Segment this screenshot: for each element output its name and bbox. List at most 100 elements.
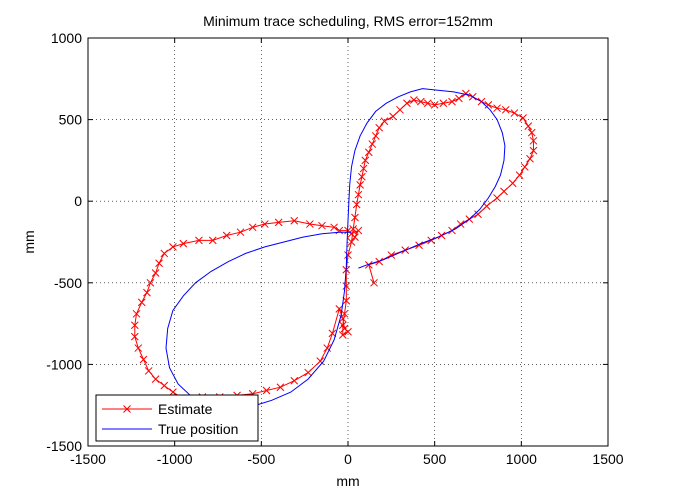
grid: [88, 38, 608, 446]
x-marker: [318, 221, 326, 230]
x-marker: [529, 146, 538, 155]
x-marker: [328, 329, 337, 338]
x-marker: [155, 259, 163, 268]
x-marker: [358, 172, 366, 181]
x-marker: [347, 238, 356, 246]
x-marker: [169, 243, 177, 251]
x-marker: [527, 128, 536, 137]
x-marker: [344, 251, 352, 259]
x-marker: [276, 383, 285, 392]
x-marker: [351, 233, 359, 241]
x-marker: [448, 97, 456, 106]
x-marker: [304, 368, 312, 377]
x-marker: [364, 260, 373, 269]
x-marker: [132, 309, 141, 318]
x-marker: [529, 136, 538, 145]
y-tick-label: 1000: [51, 30, 82, 46]
x-marker: [354, 226, 363, 235]
x-marker: [260, 220, 269, 228]
x-marker: [290, 376, 299, 385]
y-tick-label: -500: [54, 275, 82, 291]
x-marker: [375, 123, 384, 132]
x-marker: [403, 99, 411, 108]
x-marker: [316, 357, 325, 365]
x-marker: [134, 344, 143, 352]
x-marker: [338, 331, 347, 339]
x-marker: [508, 179, 517, 188]
x-marker: [151, 269, 160, 277]
x-marker: [236, 228, 245, 237]
x-marker: [519, 114, 527, 122]
true-position-line: [165, 88, 506, 410]
x-marker: [351, 213, 359, 222]
x-marker: [361, 156, 370, 165]
x-marker: [462, 89, 470, 98]
x-marker: [501, 105, 510, 114]
x-marker: [439, 99, 448, 108]
x-marker: [139, 355, 148, 364]
x-tick-label: 0: [344, 451, 352, 467]
x-marker: [248, 223, 257, 232]
x-marker: [380, 117, 389, 126]
legend-box: [95, 394, 259, 442]
x-marker: [430, 101, 439, 109]
x-marker: [262, 386, 271, 395]
x-tick-label: -500: [247, 451, 275, 467]
x-marker: [123, 405, 131, 413]
x-axis-label: mm: [336, 473, 359, 489]
x-tick-label: -1500: [70, 451, 106, 467]
x-marker: [179, 239, 188, 248]
x-marker: [510, 109, 519, 117]
x-marker: [160, 249, 169, 258]
x-marker: [130, 321, 139, 330]
x-marker: [169, 388, 177, 396]
x-marker: [410, 96, 418, 104]
x-marker: [195, 236, 203, 245]
x-marker: [493, 194, 501, 202]
y-tick-label: 0: [74, 193, 82, 209]
data-series: [130, 88, 538, 410]
legend: Estimate True position: [95, 394, 259, 442]
x-marker: [515, 171, 524, 179]
x-marker: [427, 236, 436, 245]
x-marker: [160, 381, 169, 390]
x-marker: [484, 101, 493, 109]
x-marker: [352, 200, 361, 209]
x-marker: [370, 278, 378, 287]
legend-label: True position: [158, 421, 238, 437]
true-position-series: [165, 88, 506, 410]
chart-title: Minimum trace scheduling, RMS error=152m…: [203, 13, 493, 29]
legend-label: Estimate: [158, 401, 213, 417]
x-marker: [144, 367, 153, 375]
x-marker: [151, 375, 160, 383]
x-marker: [371, 132, 380, 140]
x-marker: [423, 99, 432, 108]
x-marker: [396, 105, 404, 114]
y-tick-label: 500: [59, 112, 83, 128]
x-marker: [500, 187, 508, 196]
x-marker: [493, 104, 501, 113]
x-marker: [356, 181, 364, 189]
x-marker: [368, 140, 377, 148]
x-marker: [137, 298, 146, 307]
x-marker: [342, 282, 351, 290]
x-marker: [474, 210, 482, 219]
x-marker: [274, 218, 283, 227]
x-marker: [364, 148, 373, 157]
x-marker: [306, 220, 314, 228]
x-marker: [526, 154, 534, 163]
x-marker: [340, 324, 349, 333]
x-tick-label: 1500: [592, 451, 623, 467]
x-marker: [520, 163, 529, 171]
y-tick-label: -1500: [46, 438, 82, 454]
x-marker: [359, 164, 368, 173]
x-marker: [330, 223, 338, 232]
x-marker: [389, 112, 397, 121]
x-marker: [290, 216, 299, 225]
x-marker: [323, 344, 332, 352]
x-marker: [222, 231, 231, 240]
x-marker: [208, 236, 217, 245]
y-tick-label: -1000: [46, 356, 82, 372]
x-marker: [143, 288, 151, 297]
